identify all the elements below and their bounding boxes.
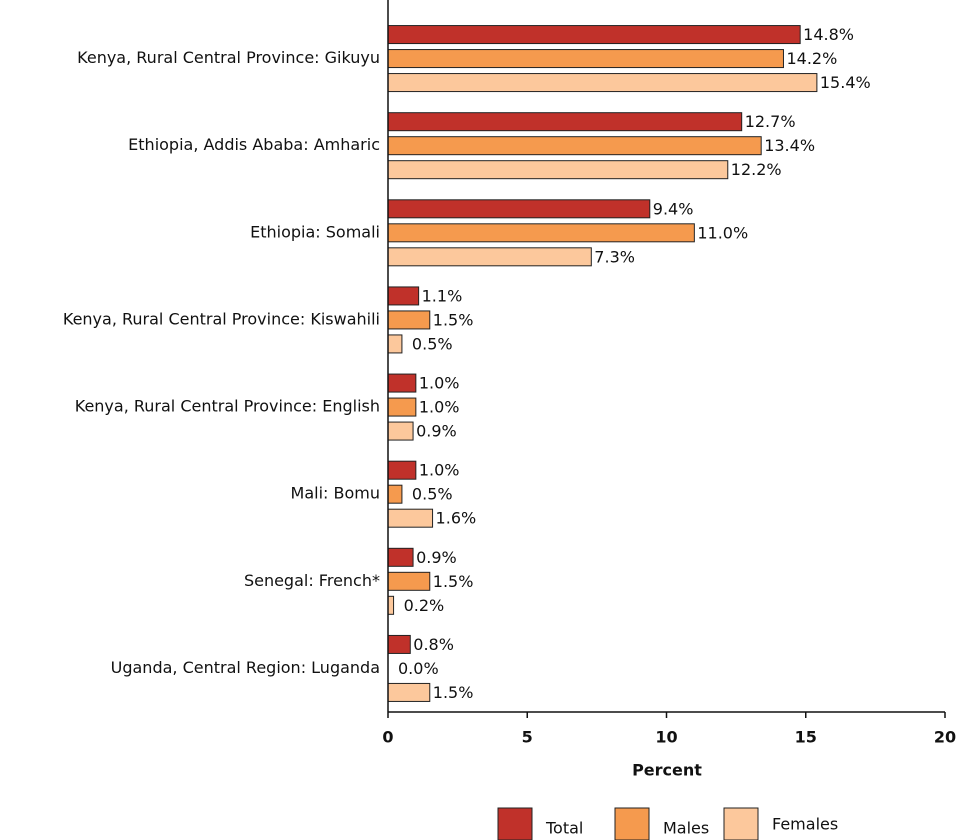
y-tick-label: Ethiopia: Somali xyxy=(250,222,380,241)
bar xyxy=(387,25,801,45)
bar xyxy=(387,484,403,504)
bar xyxy=(387,634,411,654)
bar xyxy=(387,421,414,441)
x-tick-label: 15 xyxy=(795,728,817,747)
value-label: 0.0% xyxy=(398,659,439,678)
bar xyxy=(387,310,431,330)
bar xyxy=(387,547,414,567)
legend-swatch xyxy=(723,807,759,840)
bar xyxy=(387,112,743,132)
bar xyxy=(387,73,818,93)
value-label: 11.0% xyxy=(697,223,748,242)
value-label: 14.2% xyxy=(786,49,837,68)
value-label: 0.5% xyxy=(412,334,453,353)
y-tick-label: Mali: Bomu xyxy=(291,484,380,503)
value-label: 1.5% xyxy=(433,310,474,329)
y-tick-label: Uganda, Central Region: Luganda xyxy=(111,658,380,677)
y-tick-label: Kenya, Rural Central Province: Gikuyu xyxy=(77,48,380,67)
value-label: 13.4% xyxy=(764,136,815,155)
value-label: 1.5% xyxy=(433,683,474,702)
bar xyxy=(387,373,417,393)
value-label: 0.8% xyxy=(413,635,454,654)
value-label: 9.4% xyxy=(653,199,694,218)
bar xyxy=(387,571,431,591)
bar xyxy=(387,397,417,417)
value-label: 0.5% xyxy=(412,485,453,504)
legend-label: Females xyxy=(772,815,838,834)
bar xyxy=(387,199,651,219)
value-label: 0.9% xyxy=(416,422,457,441)
value-label: 7.3% xyxy=(594,247,635,266)
legend-label: Males xyxy=(663,819,709,838)
x-tick-label: 10 xyxy=(655,728,677,747)
bar xyxy=(387,223,695,243)
bar xyxy=(387,595,395,615)
legend-swatch xyxy=(497,807,533,840)
legend-label: Total xyxy=(545,819,583,838)
value-label: 14.8% xyxy=(803,25,854,44)
bar xyxy=(387,247,592,267)
value-label: 1.1% xyxy=(422,286,463,305)
y-tick-label: Kenya, Rural Central Province: Kiswahili xyxy=(63,309,380,328)
bar xyxy=(387,508,434,528)
value-label: 0.9% xyxy=(416,548,457,567)
x-axis-label: Percent xyxy=(632,761,702,780)
legend-swatch xyxy=(614,807,650,840)
value-label: 1.0% xyxy=(419,398,460,417)
y-tick-label: Ethiopia, Addis Ababa: Amharic xyxy=(128,135,380,154)
y-tick-label: Kenya, Rural Central Province: English xyxy=(75,397,380,416)
bar xyxy=(387,49,784,69)
value-label: 1.0% xyxy=(419,374,460,393)
bar xyxy=(387,286,420,306)
bar xyxy=(387,682,431,702)
x-tick-label: 20 xyxy=(934,728,956,747)
bar xyxy=(387,334,403,354)
x-tick-label: 5 xyxy=(522,728,533,747)
y-tick-label: Senegal: French* xyxy=(244,571,380,590)
value-label: 12.2% xyxy=(731,160,782,179)
value-label: 15.4% xyxy=(820,73,871,92)
value-label: 0.2% xyxy=(404,596,445,615)
value-label: 12.7% xyxy=(745,112,796,131)
x-tick-label: 0 xyxy=(382,728,393,747)
value-label: 1.5% xyxy=(433,572,474,591)
bar xyxy=(387,136,762,156)
value-label: 1.0% xyxy=(419,461,460,480)
bar xyxy=(387,460,417,480)
value-label: 1.6% xyxy=(436,509,477,528)
bar xyxy=(387,160,729,180)
